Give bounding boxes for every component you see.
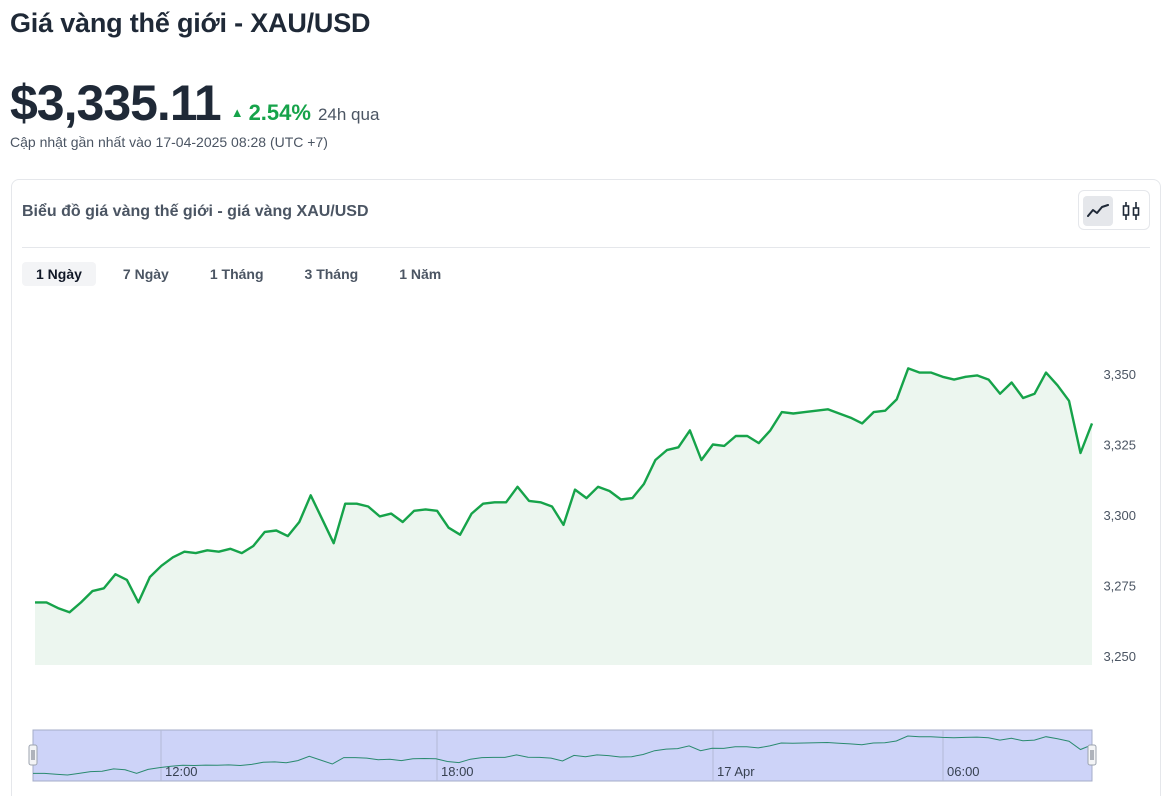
y-tick-label: 3,325 (1103, 438, 1136, 453)
chart-card-title: Biểu đồ giá vàng thế giới - giá vàng XAU… (22, 203, 369, 220)
tab-1-month[interactable]: 1 Tháng (209, 266, 264, 282)
navigator-time-label: 17 Apr (717, 764, 755, 779)
tab-7-days[interactable]: 7 Ngày (122, 266, 169, 282)
up-arrow-icon: ▲ (230, 105, 244, 120)
page-title: Giá vàng thế giới - XAU/USD (10, 8, 371, 38)
tab-1-year[interactable]: 1 Năm (399, 266, 442, 282)
handle-body (28, 744, 38, 766)
navigator-time-label: 18:00 (441, 764, 474, 779)
navigator-left-handle[interactable] (28, 744, 38, 766)
price-change: ▲ 2.54% 24h qua (231, 100, 380, 126)
current-price: $3,335.11 (10, 75, 222, 131)
chart-type-toggle (1078, 190, 1150, 230)
handle-body (1087, 744, 1097, 766)
price-summary: $3,335.11 ▲ 2.54% 24h qua (10, 74, 379, 132)
y-tick-label: 3,275 (1103, 579, 1136, 594)
line-chart-icon (1087, 204, 1109, 217)
candlestick-chart-button[interactable] (1116, 196, 1146, 226)
timeframe-tabs: 1 Ngày 7 Ngày 1 Tháng 3 Tháng 1 Năm (22, 262, 468, 286)
change-period: 24h qua (317, 105, 380, 124)
y-tick-label: 3,350 (1103, 367, 1136, 382)
tab-1-day[interactable]: 1 Ngày (22, 262, 96, 286)
last-updated: Cập nhật gần nhất vào 17-04-2025 08:28 (… (10, 134, 328, 150)
change-percent: 2.54% (248, 100, 311, 125)
navigator-time-label: 12:00 (165, 764, 198, 779)
price-area (35, 368, 1092, 665)
navigator-line (33, 735, 1093, 776)
tab-3-months[interactable]: 3 Tháng (304, 266, 359, 282)
line-chart-button[interactable] (1083, 196, 1113, 226)
navigator-time-label: 06:00 (947, 764, 980, 779)
y-tick-label: 3,250 (1103, 649, 1136, 664)
y-tick-label: 3,300 (1103, 508, 1136, 523)
price-line (35, 367, 1094, 614)
navigator-right-handle[interactable] (1087, 744, 1097, 766)
navigator-window (32, 729, 1093, 782)
candlestick-chart-icon (1122, 202, 1140, 220)
chart-card-header: Biểu đồ giá vàng thế giới - giá vàng XAU… (22, 180, 1150, 248)
